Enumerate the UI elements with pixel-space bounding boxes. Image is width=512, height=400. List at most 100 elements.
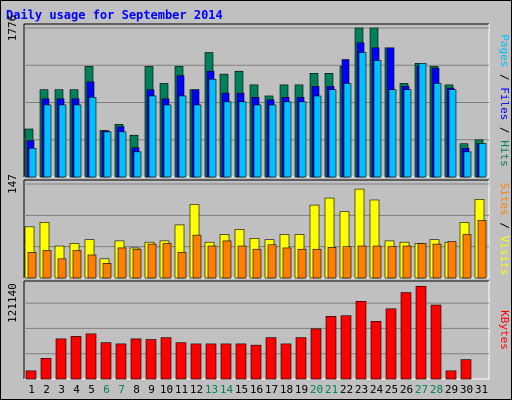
bar-kbytes-day-24 (370, 321, 382, 380)
bar-pages-day-26 (403, 89, 412, 178)
x-tick-label-day-26: 26 (400, 383, 413, 396)
x-tick-label-day-30: 30 (460, 383, 473, 396)
x-tick-label-day-5: 5 (88, 383, 95, 396)
bar-kbytes-day-7 (115, 343, 127, 380)
bar-sites-day-11 (177, 252, 187, 279)
x-tick-label-day-18: 18 (280, 383, 293, 396)
bar-kbytes-day-25 (385, 308, 397, 380)
bar-pages-day-11 (178, 95, 187, 178)
bar-sites-day-28 (432, 243, 442, 279)
bar-pages-day-29 (448, 89, 457, 178)
bar-kbytes-day-20 (310, 328, 322, 380)
bar-pages-day-9 (148, 95, 157, 178)
bar-sites-day-16 (252, 248, 262, 279)
bar-kbytes-day-8 (130, 338, 142, 380)
legend-entry-visits: Visits (498, 236, 511, 276)
bar-kbytes-day-26 (400, 292, 412, 380)
x-tick-label-day-9: 9 (148, 383, 155, 396)
bar-kbytes-day-4 (70, 336, 82, 380)
bar-sites-day-5 (87, 254, 97, 279)
bar-sites-day-19 (297, 248, 307, 279)
bar-sites-day-13 (207, 245, 217, 279)
bar-sites-day-1 (27, 252, 37, 279)
bar-pages-day-20 (313, 95, 322, 178)
panel-visits-ymax-label: 147 (6, 174, 19, 194)
bar-sites-day-23 (357, 245, 367, 279)
bar-pages-day-4 (73, 104, 82, 178)
x-tick-label-day-12: 12 (190, 383, 203, 396)
bar-pages-day-16 (253, 104, 262, 178)
legend-entry-files: Files (498, 87, 511, 120)
bar-kbytes-day-28 (430, 304, 442, 380)
bar-sites-day-4 (72, 250, 82, 279)
bar-kbytes-day-22 (340, 315, 352, 380)
x-tick-label-day-13: 13 (205, 383, 218, 396)
bar-kbytes-day-6 (100, 342, 112, 380)
bar-sites-day-6 (102, 262, 112, 279)
legend-entry-kbytes: KBytes (498, 310, 511, 350)
legend-separator: / (498, 216, 511, 236)
x-tick-label-day-29: 29 (445, 383, 458, 396)
panel-visits-legend: Sites / Visits (498, 183, 511, 276)
bar-sites-day-25 (387, 246, 397, 279)
chart-title: Daily usage for September 2014 (6, 8, 223, 22)
bar-pages-day-23 (358, 52, 367, 178)
panel-requests-ymax-label: 1776 (6, 15, 19, 42)
x-tick-label-day-20: 20 (310, 383, 323, 396)
bar-pages-day-24 (373, 60, 382, 178)
bar-sites-day-21 (327, 247, 337, 279)
x-tick-label-day-23: 23 (355, 383, 368, 396)
bar-pages-day-21 (328, 89, 337, 178)
bar-sites-day-29 (447, 241, 457, 279)
bar-kbytes-day-23 (355, 300, 367, 380)
x-tick-label-day-15: 15 (235, 383, 248, 396)
bar-sites-day-30 (462, 234, 472, 279)
bar-sites-day-3 (57, 258, 67, 279)
bar-sites-day-31 (477, 220, 487, 279)
bar-pages-day-8 (133, 151, 142, 178)
bar-sites-day-18 (282, 247, 292, 279)
x-tick-label-day-24: 24 (370, 383, 384, 396)
bar-pages-day-22 (343, 83, 352, 178)
panel-requests-legend: Pages / Files / Hits (498, 34, 511, 167)
bar-sites-day-10 (162, 243, 172, 279)
bar-sites-day-27 (417, 243, 427, 279)
bar-kbytes-day-16 (250, 344, 262, 380)
x-tick-label-day-4: 4 (73, 383, 80, 396)
bar-sites-day-26 (402, 245, 412, 279)
x-tick-label-day-19: 19 (295, 383, 308, 396)
bar-sites-day-15 (237, 245, 247, 279)
bar-sites-day-22 (342, 246, 352, 279)
x-tick-label-day-8: 8 (133, 383, 140, 396)
bar-pages-day-5 (88, 96, 97, 178)
x-tick-label-day-1: 1 (28, 383, 35, 396)
bar-kbytes-day-1 (25, 370, 37, 380)
x-tick-label-day-17: 17 (265, 383, 278, 396)
bar-pages-day-30 (463, 151, 472, 178)
panel-kbytes-ymax-label: 121140 (6, 283, 19, 323)
x-tick-label-day-11: 11 (175, 383, 188, 396)
bar-sites-day-14 (222, 240, 232, 279)
x-tick-label-day-21: 21 (325, 383, 338, 396)
bar-kbytes-day-29 (445, 370, 457, 380)
bar-kbytes-day-17 (265, 337, 277, 380)
bar-pages-day-14 (223, 101, 232, 178)
legend-entry-hits: Hits (498, 140, 511, 167)
bar-kbytes-day-3 (55, 338, 67, 380)
bar-sites-day-20 (312, 248, 322, 279)
bar-sites-day-2 (42, 250, 52, 279)
x-tick-label-day-6: 6 (103, 383, 110, 396)
bar-kbytes-day-11 (175, 342, 187, 380)
bar-kbytes-day-27 (415, 285, 427, 380)
x-tick-label-day-22: 22 (340, 383, 353, 396)
x-tick-label-day-31: 31 (475, 383, 488, 396)
bar-pages-day-27 (418, 63, 427, 178)
x-tick-label-day-7: 7 (118, 383, 125, 396)
bar-pages-day-19 (298, 101, 307, 178)
legend-entry-sites: Sites (498, 183, 511, 216)
panel-kbytes-legend: KBytes (498, 310, 511, 350)
bar-kbytes-day-15 (235, 343, 247, 380)
bar-kbytes-day-12 (190, 343, 202, 380)
bar-kbytes-day-18 (280, 343, 292, 380)
